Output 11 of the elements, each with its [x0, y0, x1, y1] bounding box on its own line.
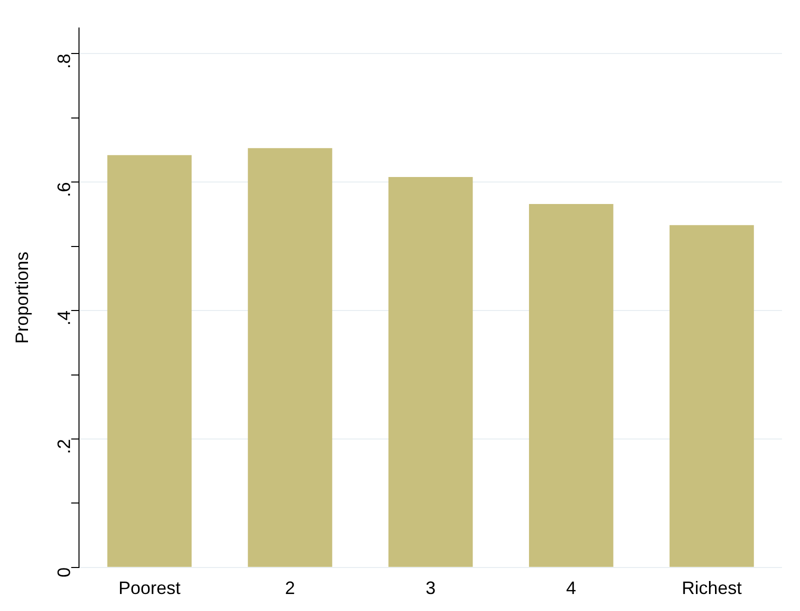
y-tick-label: .2 — [54, 438, 74, 454]
y-axis-title: Proportions — [12, 252, 32, 344]
x-tick-label: Poorest — [118, 578, 181, 598]
y-tick-label: 0 — [54, 567, 74, 578]
y-tick-label: .8 — [54, 54, 74, 69]
x-tick-label: 4 — [566, 578, 576, 598]
y-tick-label: .4 — [54, 310, 74, 326]
y-tick-label: .6 — [54, 182, 74, 198]
x-tick-label: 2 — [285, 578, 296, 598]
x-tick-label: 3 — [426, 578, 436, 598]
x-tick-label: Richest — [682, 578, 742, 598]
